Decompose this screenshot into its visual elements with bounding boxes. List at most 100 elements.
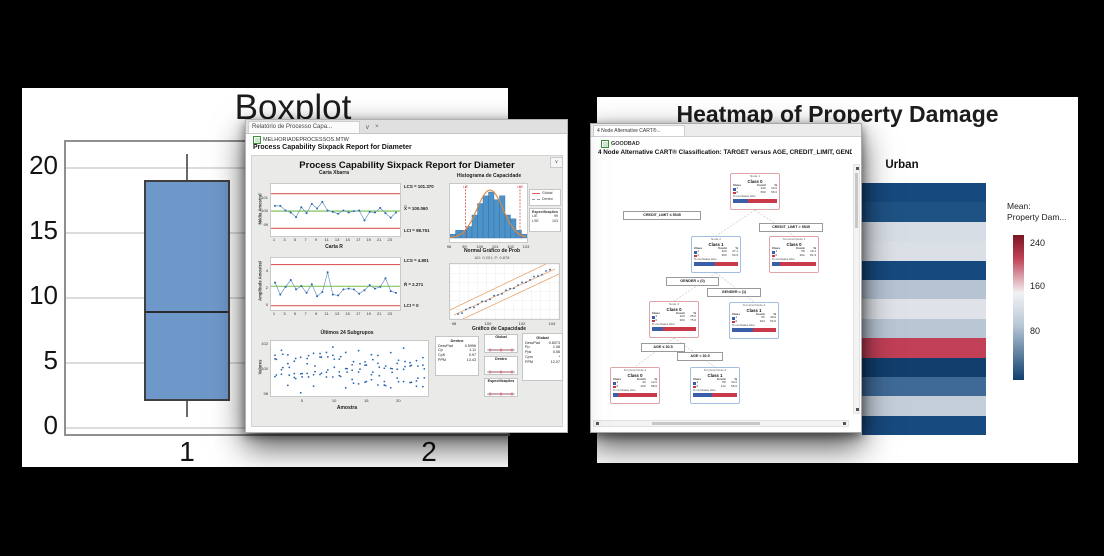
heatmap-color-scale: [1013, 235, 1024, 380]
count-value: 340: [760, 186, 766, 191]
header-pct: %: [773, 311, 776, 316]
bar-class1-segment: [733, 199, 748, 204]
axis-tick-label: 98: [263, 391, 268, 397]
scroll-up-icon[interactable]: [856, 167, 859, 170]
bar-class1-segment: [772, 262, 780, 267]
class0-swatch-icon: [733, 191, 736, 195]
tree-node: Terminal Node 1 Class 0 Class Count% 1 58 18.1…: [769, 236, 819, 273]
panel-collapse-button[interactable]: ∨: [550, 157, 563, 168]
horizontal-scroll-thumb[interactable]: [652, 422, 760, 425]
axis-tick-label: 4: [265, 267, 268, 273]
node-table-row: 0 360 52.9: [694, 253, 738, 258]
stats-title: Dentro: [450, 338, 464, 343]
spec-row: LSE 103: [532, 219, 558, 224]
class1-swatch-icon: [693, 382, 696, 385]
tab-close-icon[interactable]: ×: [375, 123, 379, 130]
interval-title: Especificações: [487, 379, 515, 383]
header-class: Class: [733, 182, 742, 187]
class1-swatch-icon: [772, 251, 775, 254]
scroll-down-icon[interactable]: [856, 408, 859, 411]
heatmap-cell: [862, 415, 986, 436]
node-table-header: Class Count%: [733, 182, 777, 188]
scroll-right-icon[interactable]: [843, 422, 846, 425]
split-rule-label: CREDIT_LIMIT > 5545: [759, 223, 823, 232]
stat-label: PPM: [438, 357, 446, 362]
class-distribution-bar: [613, 393, 657, 398]
class-distribution-bar: [694, 262, 738, 267]
tree-node: Terminal Node 4 Class 1 Class Count% 1 96 48.0…: [729, 302, 779, 339]
cart-horizontal-scrollbar[interactable]: [593, 420, 849, 427]
capability-title: Gráfico de Capacidade: [471, 326, 527, 332]
node-subtitle: Terminal Node 1: [782, 237, 806, 241]
stat-label: DesvPad: [438, 343, 453, 348]
cart-window: 4 Node Alternative CART®... GOODBAD 4 No…: [590, 123, 862, 433]
stat-label: PPM: [525, 359, 533, 364]
scroll-left-icon[interactable]: [596, 422, 599, 425]
sixpack-tab[interactable]: Relatório de Processo Capa...: [248, 121, 360, 133]
stat-value: 12.07: [550, 359, 560, 364]
boxplot-upper-whisker: [186, 154, 188, 181]
header-class: Class: [652, 310, 661, 315]
count-value: 120: [679, 314, 685, 319]
bar-class0-segment: [747, 199, 777, 204]
axis-tick-label: 101: [261, 195, 268, 201]
bar-class0-segment: [663, 327, 696, 332]
node-table-row: 1 58 18.1: [772, 250, 816, 254]
tab-collapse-icon[interactable]: ∨: [365, 124, 370, 131]
axis-tick-label: 9: [314, 311, 318, 316]
boxplot-ytick-label: 15: [29, 215, 58, 246]
cart-tab[interactable]: 4 Node Alternative CART®...: [593, 125, 685, 136]
xbar-mean-label: X̿ = 100.060: [404, 206, 428, 211]
class0-swatch-icon: [732, 320, 735, 324]
spec-limit-label: LSE: [517, 185, 524, 189]
dentro-line-icon: [532, 199, 540, 201]
boxplot-category-label-1: 1: [179, 436, 195, 467]
pct-value: 88.0: [651, 384, 657, 389]
header-class: Class: [613, 376, 622, 381]
class0-swatch-icon: [694, 254, 697, 258]
stat-value: 0.56: [552, 350, 560, 355]
node-table-header: Class Count%: [613, 376, 657, 382]
axis-tick-label: 104: [548, 321, 556, 326]
target-class-note: % na Classe Alvo: [694, 256, 717, 261]
stats-title: Global: [536, 335, 549, 340]
row-class: 1: [694, 250, 712, 254]
axis-tick-label: 10: [331, 398, 337, 403]
vertical-scroll-thumb[interactable]: [855, 173, 858, 228]
header-class: Class: [732, 311, 741, 316]
node-table-row: 0 262 81.9: [772, 253, 816, 258]
pct-value: 56.0: [731, 384, 737, 389]
heatmap-strip: [862, 183, 986, 436]
stat-value: 0.5996: [464, 343, 476, 348]
capability-interval-dentro: Dentro: [484, 356, 518, 375]
header-count: Count: [795, 245, 805, 250]
class-distribution-bar: [772, 262, 816, 267]
row-class: 1: [733, 187, 751, 191]
axis-tick-label: 101: [491, 244, 499, 249]
color-scale-tick-label: 160: [1030, 281, 1046, 291]
xbar-chart-title: Carta Xbarra: [318, 170, 350, 176]
interval-title: Global: [495, 335, 507, 339]
histogram-title: Histograma de Capacidade: [456, 173, 522, 179]
header-pct: %: [735, 245, 738, 250]
node-class-label: Class 1: [708, 241, 724, 247]
tree-node: Terminal Node 3 Class 1 Class Count% 1 88 44.0…: [690, 367, 740, 404]
stats-row: DesvPad 0.6073: [525, 341, 560, 346]
sixpack-inner-title: Process Capability Sixpack Report for Di…: [299, 160, 515, 171]
axis-tick-label: 102: [261, 341, 268, 347]
heatmap-cell: [862, 396, 986, 416]
node-table-row: 1 88 44.0: [693, 381, 737, 385]
axis-tick-label: 11: [324, 311, 329, 316]
node-table-header: Class Count%: [694, 245, 738, 251]
specifications-box: Especificações LIE 99 LSE 103: [529, 208, 561, 232]
axis-tick-label: 13: [334, 237, 340, 242]
count-value: 262: [799, 253, 805, 258]
pct-value: 44.0: [731, 380, 737, 385]
stat-value: 1.11: [469, 348, 476, 353]
axis-tick-label: 1: [272, 237, 276, 242]
cart-vertical-scrollbar[interactable]: [853, 164, 860, 414]
heatmap-cell: [862, 357, 986, 377]
class-distribution-bar: [652, 327, 696, 332]
axis-tick-label: 19: [366, 237, 371, 242]
class1-swatch-icon: [733, 188, 736, 191]
